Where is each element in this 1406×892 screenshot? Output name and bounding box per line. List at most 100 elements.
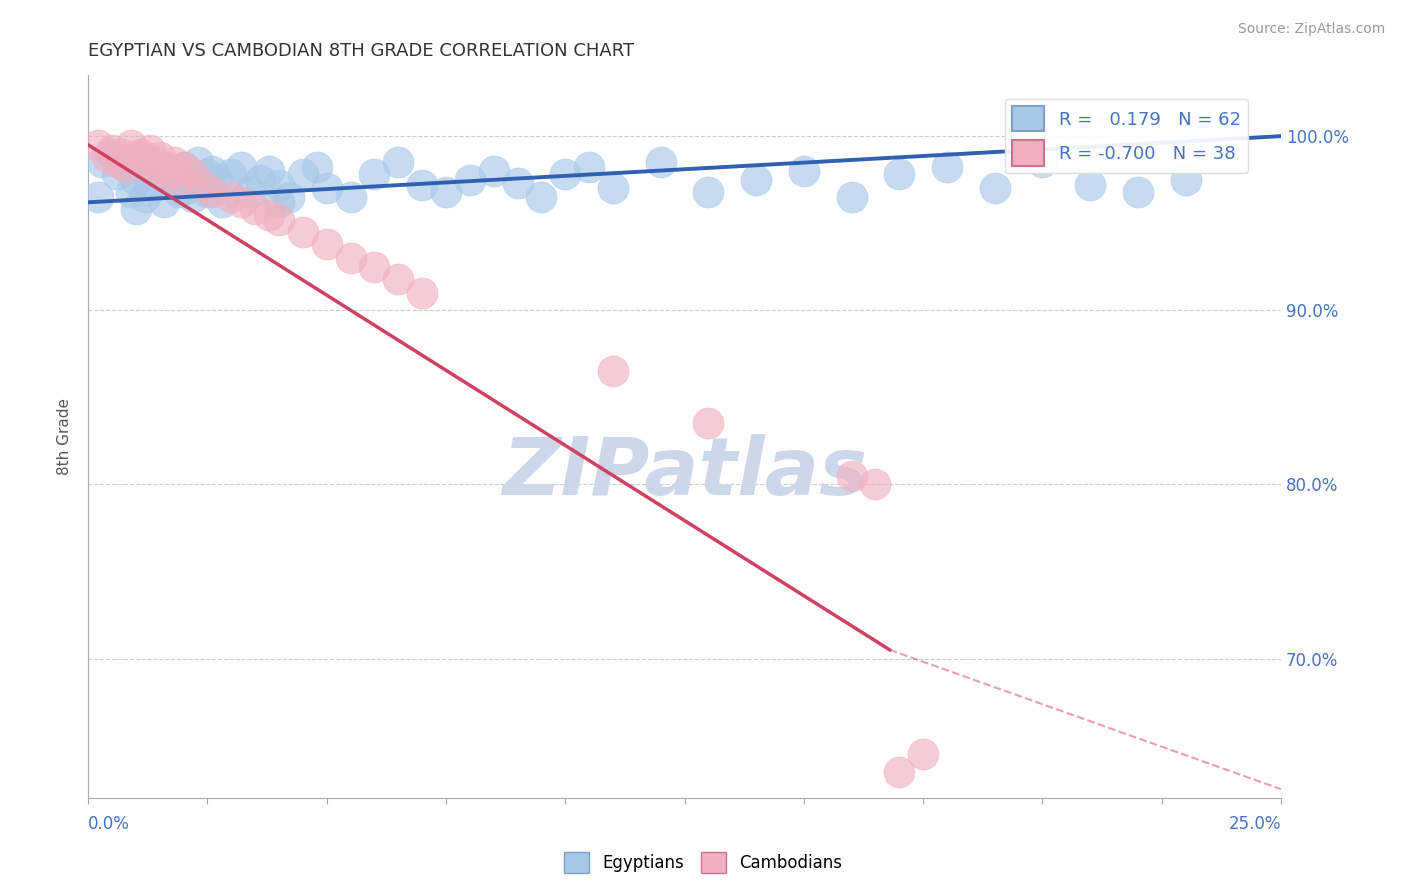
Point	[339, 251, 361, 265]
Point	[291, 225, 314, 239]
Text: ZIPatlas: ZIPatlas	[502, 434, 868, 512]
Point	[983, 181, 1005, 195]
Point	[149, 168, 172, 182]
Point	[139, 178, 162, 192]
Point	[889, 168, 911, 182]
Point	[554, 168, 576, 182]
Point	[277, 190, 299, 204]
Point	[115, 161, 138, 175]
Point	[387, 155, 409, 169]
Point	[157, 164, 180, 178]
Text: EGYPTIAN VS CAMBODIAN 8TH GRADE CORRELATION CHART: EGYPTIAN VS CAMBODIAN 8TH GRADE CORRELAT…	[89, 42, 634, 60]
Point	[167, 185, 190, 199]
Point	[153, 161, 176, 175]
Point	[363, 260, 385, 274]
Point	[865, 477, 887, 491]
Point	[434, 185, 457, 199]
Legend: Egyptians, Cambodians: Egyptians, Cambodians	[557, 846, 849, 880]
Point	[1126, 185, 1149, 199]
Point	[153, 195, 176, 210]
Point	[101, 143, 124, 157]
Point	[191, 178, 214, 192]
Point	[363, 168, 385, 182]
Point	[125, 202, 148, 217]
Point	[267, 195, 290, 210]
Point	[187, 155, 209, 169]
Point	[339, 190, 361, 204]
Point	[841, 468, 863, 483]
Point	[143, 164, 166, 178]
Point	[201, 164, 224, 178]
Point	[889, 764, 911, 779]
Point	[120, 137, 142, 152]
Point	[201, 185, 224, 199]
Point	[86, 190, 108, 204]
Point	[134, 190, 156, 204]
Text: 0.0%: 0.0%	[89, 815, 129, 833]
Point	[105, 168, 128, 182]
Point	[912, 747, 935, 762]
Point	[134, 155, 156, 169]
Point	[181, 190, 204, 204]
Point	[315, 237, 337, 252]
Point	[482, 164, 505, 178]
Point	[86, 137, 108, 152]
Point	[229, 195, 252, 210]
Point	[115, 161, 138, 175]
Text: 25.0%: 25.0%	[1229, 815, 1281, 833]
Point	[841, 190, 863, 204]
Point	[745, 172, 768, 186]
Point	[221, 190, 243, 204]
Point	[149, 150, 172, 164]
Point	[197, 185, 219, 199]
Point	[793, 164, 815, 178]
Legend: R =   0.179   N = 62, R = -0.700   N = 38: R = 0.179 N = 62, R = -0.700 N = 38	[1005, 99, 1249, 173]
Point	[249, 172, 271, 186]
Point	[139, 143, 162, 157]
Point	[143, 155, 166, 169]
Point	[191, 178, 214, 192]
Point	[259, 207, 281, 221]
Point	[205, 172, 228, 186]
Point	[163, 155, 186, 169]
Point	[578, 161, 600, 175]
Point	[229, 161, 252, 175]
Point	[167, 172, 190, 186]
Point	[197, 168, 219, 182]
Point	[177, 181, 200, 195]
Point	[267, 212, 290, 227]
Point	[458, 172, 481, 186]
Point	[173, 161, 195, 175]
Point	[530, 190, 553, 204]
Point	[125, 150, 148, 164]
Point	[602, 181, 624, 195]
Point	[411, 178, 433, 192]
Point	[387, 272, 409, 286]
Point	[120, 185, 142, 199]
Point	[211, 195, 233, 210]
Point	[411, 285, 433, 300]
Point	[173, 161, 195, 175]
Point	[110, 146, 132, 161]
Point	[697, 185, 720, 199]
Point	[650, 155, 672, 169]
Y-axis label: 8th Grade: 8th Grade	[58, 398, 72, 475]
Point	[239, 185, 262, 199]
Point	[96, 150, 118, 164]
Point	[243, 202, 266, 217]
Point	[101, 146, 124, 161]
Point	[129, 150, 152, 164]
Point	[1031, 155, 1053, 169]
Point	[697, 417, 720, 431]
Point	[936, 161, 959, 175]
Point	[105, 155, 128, 169]
Point	[129, 146, 152, 161]
Point	[1078, 178, 1101, 192]
Point	[267, 178, 290, 192]
Point	[602, 364, 624, 378]
Point	[506, 176, 529, 190]
Point	[315, 181, 337, 195]
Point	[157, 168, 180, 182]
Point	[125, 172, 148, 186]
Point	[291, 168, 314, 182]
